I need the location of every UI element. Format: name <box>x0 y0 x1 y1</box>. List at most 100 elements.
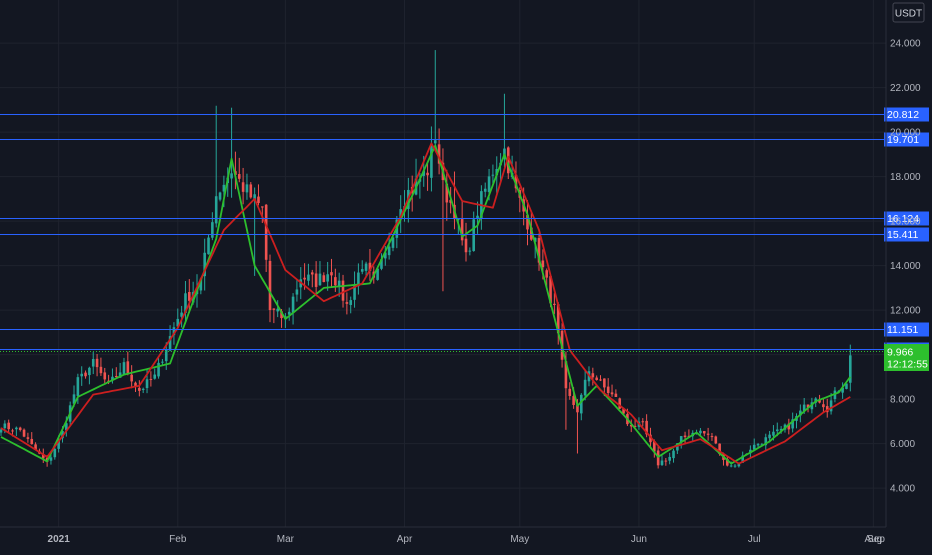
level-tag <box>884 227 929 242</box>
candle <box>702 430 706 437</box>
candle <box>95 353 99 377</box>
candle <box>326 261 329 291</box>
candle <box>157 356 160 379</box>
level-value: 20.812 <box>887 109 919 121</box>
candle <box>138 380 141 397</box>
candle <box>710 432 714 441</box>
currency-badge[interactable]: USDT <box>892 2 925 23</box>
y-tick-label: 18.000 <box>890 172 921 183</box>
candle <box>614 389 618 398</box>
y-tick-label: 8.000 <box>890 395 915 406</box>
candle <box>153 368 157 380</box>
candle <box>353 271 356 308</box>
x-tick-label: Feb <box>169 534 187 545</box>
grid-lines <box>0 0 886 527</box>
candle <box>241 167 245 205</box>
candle <box>556 302 560 345</box>
candle <box>334 268 337 292</box>
level-tag <box>884 107 929 122</box>
level-value: 15.411 <box>887 229 918 241</box>
candle <box>752 438 756 450</box>
candle <box>99 357 103 376</box>
candle <box>526 200 529 246</box>
candle <box>330 258 333 288</box>
candle <box>253 187 256 276</box>
candle <box>164 342 168 370</box>
candle <box>268 254 272 323</box>
candle <box>126 351 130 376</box>
y-tick-label: 24.000 <box>890 39 921 50</box>
candle <box>399 195 402 234</box>
candle <box>360 260 364 275</box>
candle <box>460 200 464 246</box>
candle <box>364 261 368 276</box>
candle <box>314 261 318 294</box>
candle <box>230 107 233 198</box>
candle <box>22 428 26 438</box>
candle <box>211 212 214 241</box>
moving-average-line <box>0 142 851 465</box>
candle <box>264 203 268 272</box>
candle <box>257 184 260 206</box>
y-tick-label: 12.000 <box>890 306 921 317</box>
candle <box>272 308 276 324</box>
level-value: 11.151 <box>887 324 918 336</box>
candle <box>114 367 118 379</box>
candle <box>130 365 133 389</box>
level-value: 19.701 <box>887 134 919 146</box>
candle <box>337 272 341 297</box>
currency-badge-label: USDT <box>895 9 922 20</box>
x-tick-label: Jun <box>631 534 647 545</box>
candle <box>341 274 345 308</box>
candle <box>318 261 322 286</box>
countdown-timer: 12:12:55 <box>887 359 928 371</box>
candle <box>384 245 387 266</box>
candle <box>845 383 848 390</box>
candle <box>103 367 107 384</box>
moving-averages <box>0 142 852 465</box>
candle <box>629 419 633 433</box>
level-tag <box>884 322 929 337</box>
x-tick-label: Sep <box>867 534 885 545</box>
x-tick-label: May <box>510 534 529 545</box>
y-tick-label: 20.000 <box>890 128 921 139</box>
candle <box>368 249 372 281</box>
candle <box>26 432 30 443</box>
last-price-tag: 9.966 12:12:55 <box>884 344 929 371</box>
candle <box>426 161 429 191</box>
candle <box>576 399 579 454</box>
candle <box>291 293 295 325</box>
candle <box>672 448 675 463</box>
candle <box>714 435 718 445</box>
y-tick-label: 16.000 <box>890 217 921 228</box>
candle <box>80 366 84 386</box>
candle <box>30 432 34 445</box>
y-tick-label: 6.000 <box>890 439 915 450</box>
x-tick-label: Jul <box>748 534 761 545</box>
candle <box>141 387 145 394</box>
candle <box>84 370 87 379</box>
x-tick-label: Apr <box>397 534 413 545</box>
candle <box>176 308 180 328</box>
candle <box>276 300 279 318</box>
candle <box>829 393 833 415</box>
candle <box>295 279 299 302</box>
level-tag <box>884 211 929 226</box>
candle <box>822 397 825 412</box>
candle <box>15 426 18 437</box>
axes: 4.0006.0008.00010.00012.00014.00016.0001… <box>0 0 921 545</box>
candle <box>7 419 10 433</box>
level-tag <box>884 132 929 147</box>
candle <box>122 357 126 375</box>
candle <box>841 382 844 399</box>
candle <box>787 418 791 435</box>
candle <box>391 235 395 252</box>
candle <box>88 366 91 385</box>
candle <box>591 367 595 386</box>
candle <box>245 173 249 200</box>
candle <box>214 105 218 228</box>
candle <box>18 426 22 432</box>
candle <box>583 369 587 401</box>
